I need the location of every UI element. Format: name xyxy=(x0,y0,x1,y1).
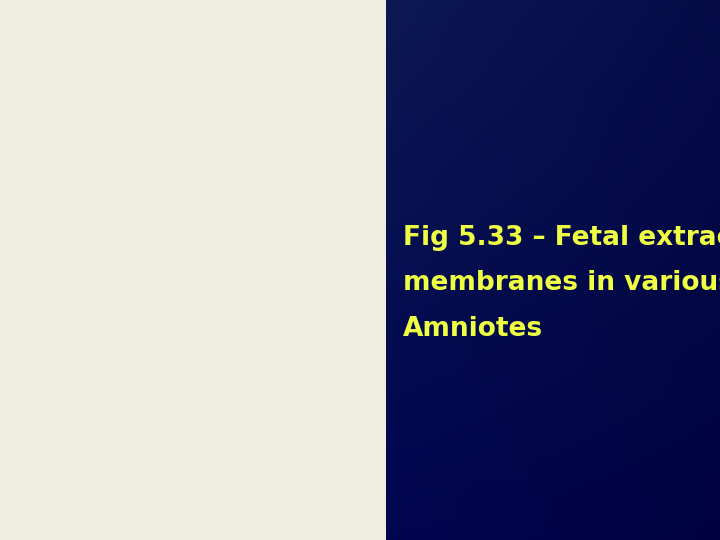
Text: Amniotes: Amniotes xyxy=(403,316,544,342)
Text: Fig 5.33 – Fetal extraembryonic: Fig 5.33 – Fetal extraembryonic xyxy=(403,225,720,251)
Text: membranes in various: membranes in various xyxy=(403,271,720,296)
